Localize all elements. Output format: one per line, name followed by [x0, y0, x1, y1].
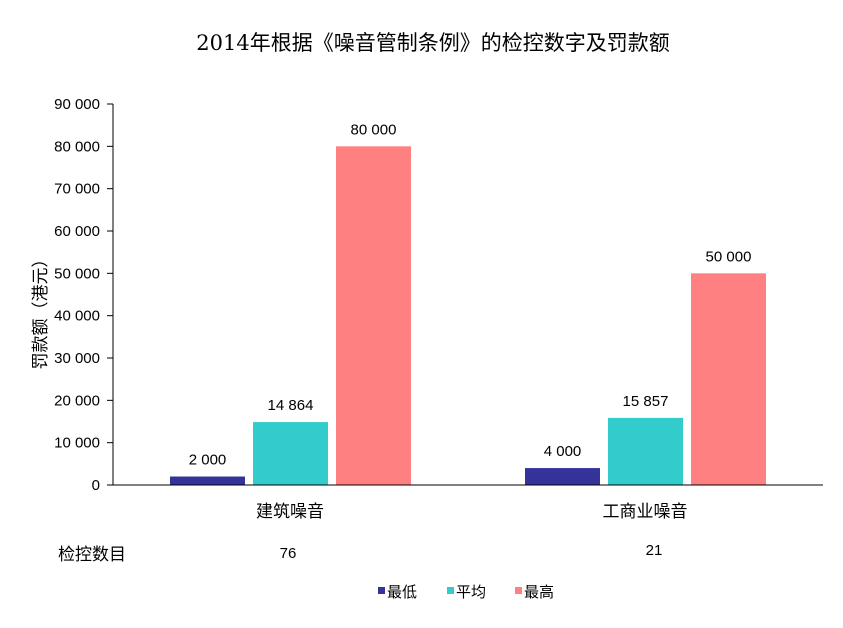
y-tick-label: 0 — [92, 477, 100, 494]
table-value: 76 — [280, 545, 297, 562]
bar — [170, 476, 245, 485]
table-value: 21 — [646, 542, 663, 559]
y-tick-label: 70 000 — [54, 181, 100, 198]
y-tick-label: 80 000 — [54, 138, 100, 155]
y-tick-label: 90 000 — [54, 96, 100, 113]
y-tick-label: 10 000 — [54, 435, 100, 452]
legend-label: 平均 — [456, 583, 486, 601]
data-label: 4 000 — [544, 443, 582, 460]
data-label: 80 000 — [351, 121, 397, 138]
y-tick-label: 40 000 — [54, 308, 100, 325]
x-tick-label: 建筑噪音 — [256, 502, 324, 522]
bar — [691, 273, 766, 485]
legend-swatch — [378, 587, 385, 594]
bar — [253, 422, 328, 485]
data-label: 14 864 — [268, 397, 314, 414]
legend-swatch — [447, 587, 454, 594]
y-tick-label: 20 000 — [54, 392, 100, 409]
y-tick-label: 30 000 — [54, 350, 100, 367]
data-label: 15 857 — [623, 393, 669, 410]
y-tick-label: 60 000 — [54, 223, 100, 240]
table-row-label: 检控数目 — [58, 545, 126, 565]
y-tick-label: 50 000 — [54, 265, 100, 282]
legend-swatch — [515, 587, 522, 594]
data-label: 50 000 — [706, 248, 752, 265]
bar — [336, 146, 411, 486]
data-label: 2 000 — [189, 452, 227, 469]
chart-title: 2014年根据《噪音管制条例》的检控数字及罚款额 — [196, 31, 669, 55]
y-axis-label: 罚款额（港元） — [31, 251, 51, 370]
x-tick-label: 工商业噪音 — [603, 502, 688, 522]
legend-label: 最低 — [387, 583, 417, 601]
bar — [608, 417, 683, 485]
bar — [525, 468, 600, 485]
legend-label: 最高 — [524, 583, 554, 601]
legend: 最低 平均 最高 — [378, 583, 554, 601]
